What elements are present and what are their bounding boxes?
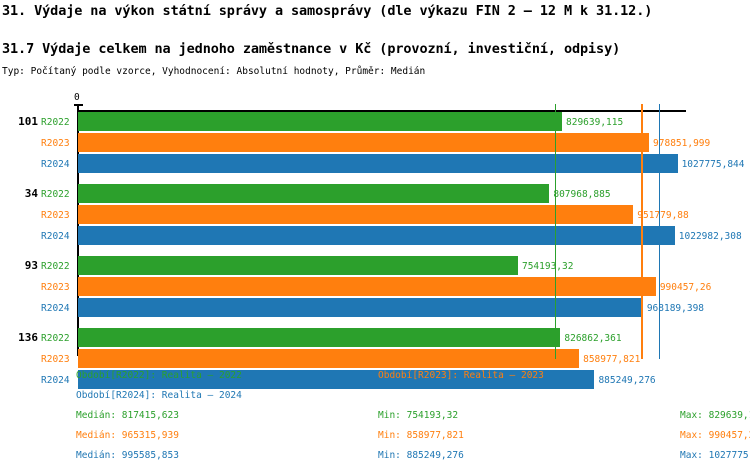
bar-value-label: 858977,821 bbox=[583, 354, 641, 365]
median-line-r2024 bbox=[658, 104, 661, 359]
legend-entry-r2022: Období[R2022]: Realita – 2022 bbox=[76, 370, 242, 381]
chart-meta: Typ: Počítaný podle vzorce, Vyhodnocení:… bbox=[2, 66, 426, 77]
bar-r2023-101[interactable] bbox=[78, 133, 650, 152]
x-axis-line bbox=[78, 110, 686, 112]
bar-value-label: 826862,361 bbox=[564, 333, 622, 344]
series-label-r2023: R2023 bbox=[41, 138, 70, 149]
series-label-r2022: R2022 bbox=[41, 333, 70, 344]
group-label: 136 bbox=[18, 331, 38, 344]
series-label-r2023: R2023 bbox=[41, 354, 70, 365]
bar-r2022-136[interactable] bbox=[78, 328, 561, 347]
legend-entry-r2023: Období[R2023]: Realita – 2023 bbox=[378, 370, 544, 381]
group-label: 34 bbox=[24, 187, 38, 200]
bar-r2023-93[interactable] bbox=[78, 277, 656, 296]
series-label-r2023: R2023 bbox=[41, 282, 70, 293]
x-axis-zero-tick bbox=[74, 104, 83, 106]
median-line-r2022 bbox=[554, 104, 557, 359]
series-label-r2023: R2023 bbox=[41, 210, 70, 221]
series-label-r2024: R2024 bbox=[41, 159, 70, 170]
page-title: 31. Výdaje na výkon státní správy a samo… bbox=[2, 3, 653, 19]
series-label-r2024: R2024 bbox=[41, 375, 70, 386]
bar-r2022-101[interactable] bbox=[78, 112, 562, 131]
bar-r2024-93[interactable] bbox=[78, 298, 643, 317]
bar-r2024-136[interactable] bbox=[78, 370, 595, 389]
legend-max-r2023: Max: 990457,26 bbox=[680, 430, 750, 441]
legend-max-r2022: Max: 829639,115 bbox=[680, 410, 750, 421]
bar-value-label: 807968,885 bbox=[553, 189, 611, 200]
legend-median-r2022: Medián: 817415,623 bbox=[76, 410, 179, 421]
bar-r2022-34[interactable] bbox=[78, 184, 550, 203]
bar-value-label: 829639,115 bbox=[566, 117, 624, 128]
legend-min-r2022: Min: 754193,32 bbox=[378, 410, 459, 421]
bar-value-label: 1027775,844 bbox=[681, 159, 745, 170]
bar-r2023-136[interactable] bbox=[78, 349, 580, 368]
bar-value-label: 978851,999 bbox=[653, 138, 711, 149]
series-label-r2022: R2022 bbox=[41, 189, 70, 200]
x-axis-zero-label: 0 bbox=[74, 92, 80, 103]
legend-min-r2024: Min: 885249,276 bbox=[378, 450, 464, 461]
chart-title: 31.7 Výdaje celkem na jednoho zaměstnanc… bbox=[2, 41, 621, 57]
legend-median-r2023: Medián: 965315,939 bbox=[76, 430, 179, 441]
bar-value-label: 885249,276 bbox=[598, 375, 656, 386]
legend-max-r2024: Max: 1027775,844 bbox=[680, 450, 750, 461]
bar-r2022-93[interactable] bbox=[78, 256, 518, 275]
group-label: 101 bbox=[18, 115, 38, 128]
bar-r2024-101[interactable] bbox=[78, 154, 678, 173]
legend-median-r2024: Medián: 995585,853 bbox=[76, 450, 179, 461]
legend-min-r2023: Min: 858977,821 bbox=[378, 430, 464, 441]
series-label-r2024: R2024 bbox=[41, 303, 70, 314]
series-label-r2024: R2024 bbox=[41, 231, 70, 242]
series-label-r2022: R2022 bbox=[41, 261, 70, 272]
bar-value-label: 951779,88 bbox=[637, 210, 689, 221]
legend-entry-r2024: Období[R2024]: Realita – 2024 bbox=[76, 390, 242, 401]
bar-r2024-34[interactable] bbox=[78, 226, 675, 245]
bar-value-label: 754193,32 bbox=[521, 261, 574, 272]
median-line-r2023 bbox=[641, 104, 643, 359]
group-label: 93 bbox=[24, 259, 38, 272]
bar-r2023-34[interactable] bbox=[78, 205, 634, 224]
series-label-r2022: R2022 bbox=[41, 117, 70, 128]
bar-value-label: 968189,398 bbox=[646, 303, 705, 314]
bar-value-label: 1022982,308 bbox=[678, 231, 742, 242]
bar-value-label: 990457,26 bbox=[659, 282, 712, 293]
